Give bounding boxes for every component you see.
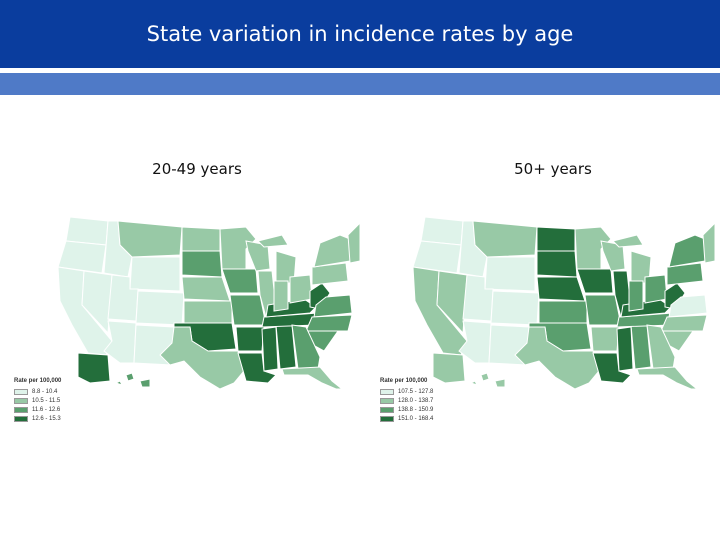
slide-title: State variation in incidence rates by ag…	[146, 22, 574, 46]
state-co	[135, 290, 185, 326]
state-va	[313, 294, 353, 318]
state-nv	[81, 270, 113, 335]
legend-20-49: Rate per 100,000 8.8 - 10.4 10.5 - 11.5 …	[14, 378, 61, 423]
legend-label: 107.5 - 127.8	[398, 388, 434, 395]
state-co	[490, 290, 540, 326]
legend-item-1: 107.5 - 127.8	[380, 387, 433, 396]
state-nc	[660, 314, 708, 332]
state-oh	[289, 274, 313, 304]
map-20-49	[50, 205, 360, 390]
legend-title: Rate per 100,000	[14, 378, 62, 384]
state-fl	[636, 366, 699, 390]
legend-label: 8.8 - 10.4	[32, 388, 58, 395]
state-ny	[313, 234, 351, 268]
state-pa	[311, 262, 349, 286]
legend-label: 151.0 - 168.4	[398, 415, 434, 422]
legend-swatch	[380, 406, 394, 413]
legend-label: 128.0 - 138.7	[398, 397, 434, 404]
state-ia	[576, 268, 614, 294]
state-nc	[305, 314, 353, 332]
state-ne-states	[347, 222, 360, 264]
state-ak	[77, 352, 111, 384]
legend-item-2: 128.0 - 138.7	[380, 396, 433, 405]
accent-bar	[0, 73, 720, 95]
state-or	[412, 240, 462, 274]
state-ut	[107, 274, 139, 322]
legend-swatch	[380, 388, 394, 395]
state-nv	[436, 270, 468, 335]
legend-item-4: 12.6 - 15.3	[14, 414, 61, 423]
legend-swatch	[14, 388, 28, 395]
state-hi	[469, 372, 506, 388]
state-wa	[65, 216, 109, 246]
state-nd	[536, 226, 576, 252]
state-ne	[536, 276, 586, 302]
state-nd	[181, 226, 221, 252]
state-in	[628, 280, 644, 312]
state-fl	[281, 366, 344, 390]
legend-title: Rate per 100,000	[380, 378, 428, 384]
title-bar	[0, 0, 720, 68]
state-az	[458, 320, 492, 364]
state-ny	[668, 234, 706, 268]
state-wy	[129, 256, 181, 292]
state-wa	[420, 216, 464, 246]
legend-swatch	[380, 397, 394, 404]
state-ar	[590, 326, 620, 352]
state-tx	[159, 326, 245, 390]
legend-swatch	[14, 406, 28, 413]
legend-label: 11.6 - 12.6	[32, 406, 61, 413]
legend-item-3: 11.6 - 12.6	[14, 405, 61, 414]
legend-item-2: 10.5 - 11.5	[14, 396, 61, 405]
state-ak	[432, 352, 466, 384]
state-ms	[261, 326, 279, 372]
legend-swatch	[14, 415, 28, 422]
title-divider	[0, 68, 720, 71]
state-ar	[235, 326, 265, 352]
legend-item-1: 8.8 - 10.4	[14, 387, 61, 396]
state-in	[273, 280, 289, 312]
legend-swatch	[380, 415, 394, 422]
legend-item-3: 138.8 - 150.9	[380, 405, 433, 414]
state-pa	[666, 262, 704, 286]
state-ks	[183, 300, 233, 324]
legend-50-plus: Rate per 100,000 107.5 - 127.8 128.0 - 1…	[380, 378, 433, 423]
legend-label: 10.5 - 11.5	[32, 397, 61, 404]
state-ks	[538, 300, 588, 324]
state-wy	[484, 256, 536, 292]
state-tx	[514, 326, 600, 390]
state-or	[57, 240, 107, 274]
state-sd	[181, 250, 223, 278]
state-la	[237, 352, 277, 384]
state-ut	[462, 274, 494, 322]
state-sd	[536, 250, 578, 278]
panel-title-20-49: 20-49 years	[152, 160, 242, 178]
state-hi	[114, 372, 151, 388]
legend-label: 138.8 - 150.9	[398, 406, 434, 413]
state-ga	[291, 324, 321, 370]
state-ms	[616, 326, 634, 372]
panel-title-50-plus: 50+ years	[514, 160, 592, 178]
state-ne	[181, 276, 231, 302]
state-ga	[646, 324, 676, 370]
legend-label: 12.6 - 15.3	[32, 415, 61, 422]
legend-item-4: 151.0 - 168.4	[380, 414, 433, 423]
legend-swatch	[14, 397, 28, 404]
state-mt	[117, 220, 183, 258]
state-oh	[644, 274, 668, 304]
state-mo	[584, 294, 622, 326]
state-mt	[472, 220, 538, 258]
state-ia	[221, 268, 259, 294]
state-az	[103, 320, 137, 364]
state-ne-states	[702, 222, 715, 264]
state-va	[668, 294, 708, 318]
state-la	[592, 352, 632, 384]
map-50-plus	[405, 205, 715, 390]
state-mo	[229, 294, 267, 326]
